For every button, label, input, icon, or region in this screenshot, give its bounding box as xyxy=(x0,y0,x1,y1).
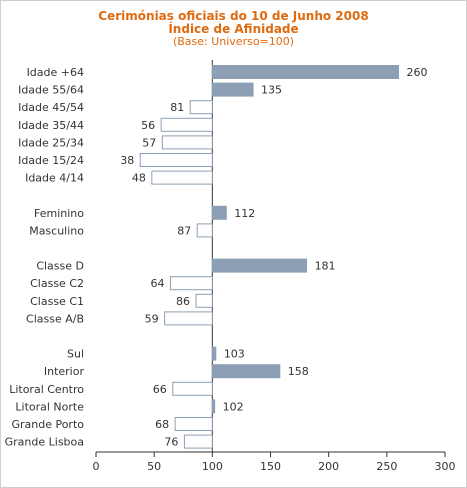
chart-note: (Base: Universo=100) xyxy=(172,35,295,48)
value-label: 87 xyxy=(177,224,191,237)
category-label: Idade +64 xyxy=(27,66,84,79)
category-label: Idade 35/44 xyxy=(18,119,84,132)
bar xyxy=(174,417,213,431)
category-label: Grande Lisboa xyxy=(5,436,84,449)
category-label: Feminino xyxy=(34,207,84,220)
category-label: Idade 15/24 xyxy=(18,154,84,167)
category-label: Classe A/B xyxy=(26,312,84,325)
category-label: Classe C1 xyxy=(30,295,84,308)
value-label: 59 xyxy=(145,312,159,325)
value-label: 103 xyxy=(224,348,245,361)
category-label: Litoral Norte xyxy=(15,400,84,413)
x-tick-label: 200 xyxy=(318,460,339,473)
value-label: 81 xyxy=(170,101,184,114)
chart-title: Cerimónias oficiais do 10 de Junho 2008 xyxy=(98,9,369,23)
bar xyxy=(211,346,217,361)
bar xyxy=(196,223,213,238)
bar xyxy=(211,399,216,414)
bar xyxy=(211,82,254,97)
value-label: 56 xyxy=(141,119,155,132)
bar xyxy=(211,205,227,220)
x-tick-label: 50 xyxy=(147,460,161,473)
value-label: 135 xyxy=(261,84,282,97)
category-label: Classe C2 xyxy=(30,277,84,290)
bar xyxy=(195,293,213,308)
value-label: 57 xyxy=(142,136,156,149)
category-label: Grande Porto xyxy=(11,418,84,431)
x-tick-label: 300 xyxy=(435,460,456,473)
value-label: 38 xyxy=(120,154,134,167)
value-label: 181 xyxy=(315,260,336,273)
value-label: 102 xyxy=(223,400,244,413)
bar xyxy=(161,135,213,150)
category-label: Classe D xyxy=(36,260,84,273)
category-label: Idade 55/64 xyxy=(18,84,84,97)
x-tick-label: 100 xyxy=(202,460,223,473)
bar xyxy=(183,434,213,449)
bar xyxy=(139,153,213,167)
x-tick-label: 0 xyxy=(93,460,100,473)
bar xyxy=(160,117,213,132)
x-tick-label: 150 xyxy=(260,460,281,473)
value-label: 66 xyxy=(153,383,167,396)
chart-subtitle: Índice de Afinidade xyxy=(168,22,299,36)
category-label: Interior xyxy=(44,365,85,378)
bar xyxy=(211,364,281,379)
category-label: Idade 4/14 xyxy=(25,172,84,185)
bar xyxy=(189,100,213,115)
category-label: Litoral Centro xyxy=(9,383,84,396)
bar xyxy=(211,65,399,79)
bar xyxy=(151,170,213,185)
value-label: 112 xyxy=(234,207,255,220)
x-tick-label: 250 xyxy=(376,460,397,473)
bar xyxy=(164,311,213,326)
value-label: 68 xyxy=(155,418,169,431)
value-label: 48 xyxy=(132,172,146,185)
value-label: 64 xyxy=(150,277,164,290)
bar xyxy=(211,258,308,273)
bar xyxy=(169,276,213,291)
value-label: 76 xyxy=(164,436,178,449)
value-label: 86 xyxy=(176,295,190,308)
category-label: Idade 25/34 xyxy=(18,136,84,149)
value-label: 260 xyxy=(406,66,427,79)
category-label: Masculino xyxy=(29,224,84,237)
category-label: Idade 45/54 xyxy=(18,101,84,114)
category-label: Sul xyxy=(67,348,84,361)
value-label: 158 xyxy=(288,365,309,378)
bar xyxy=(172,381,213,396)
